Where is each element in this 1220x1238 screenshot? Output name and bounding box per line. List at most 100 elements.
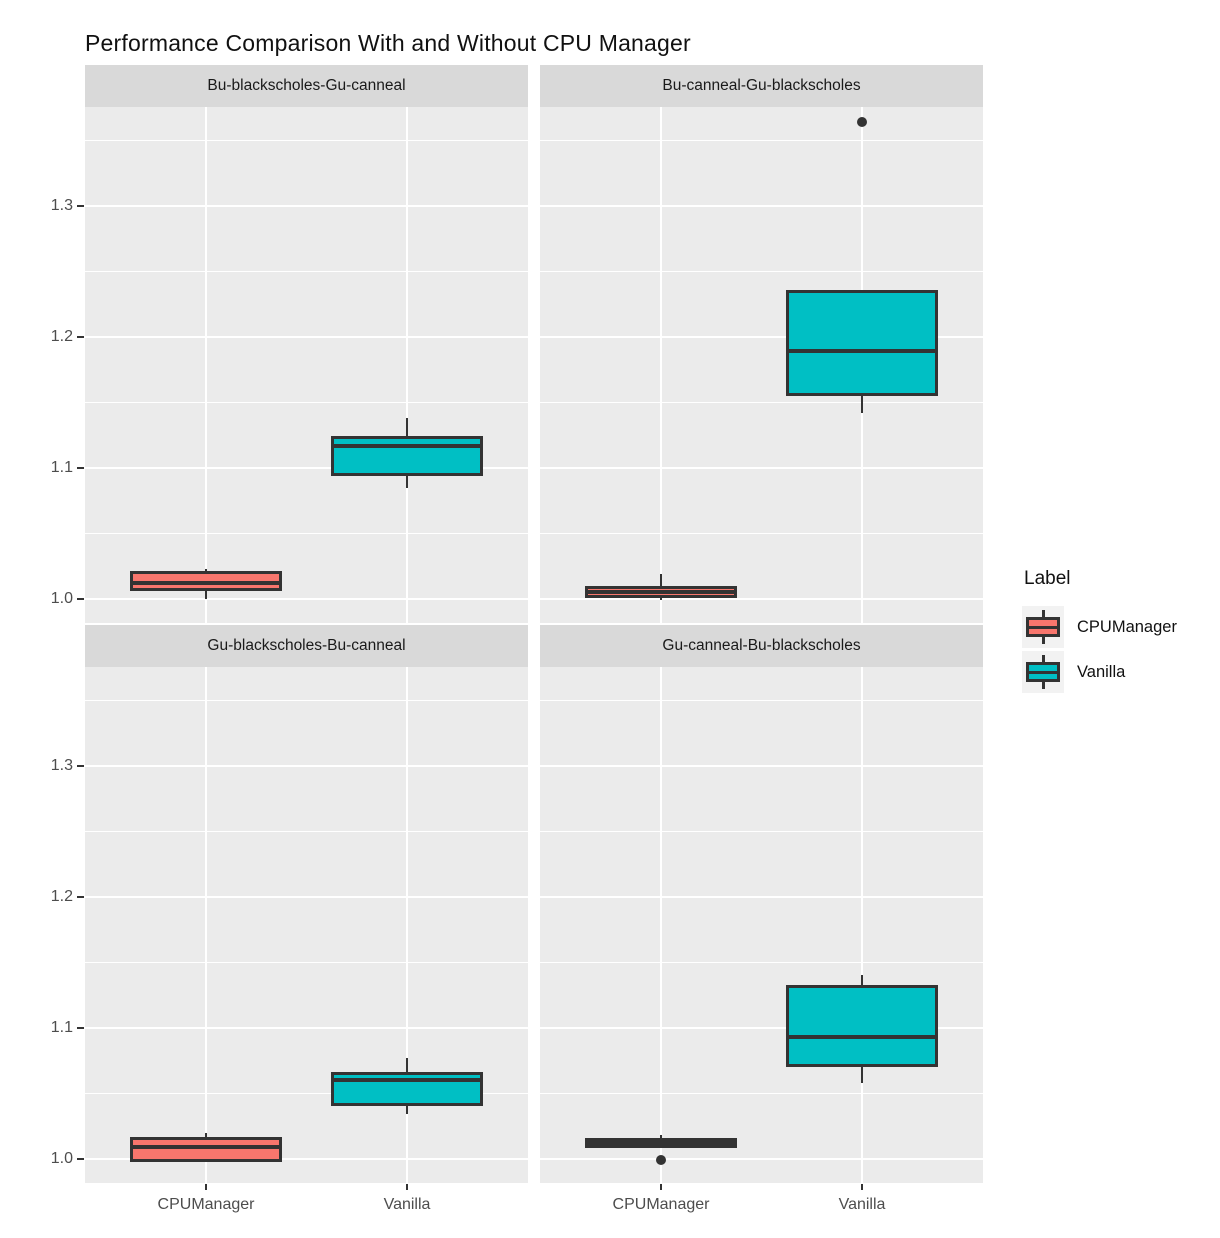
- major-gridline: [85, 895, 528, 898]
- y-axis-tick-label: 1.3: [50, 756, 73, 774]
- boxplot-upper-whisker: [406, 418, 408, 437]
- minor-gridline: [85, 401, 528, 403]
- minor-gridline: [540, 139, 983, 141]
- boxplot-upper-whisker: [406, 1058, 408, 1073]
- major-gridline: [540, 466, 983, 469]
- major-gridline: [540, 204, 983, 207]
- boxplot-lower-whisker: [406, 1106, 408, 1115]
- major-gridline: [540, 764, 983, 767]
- legend-entry: Vanilla: [1022, 651, 1177, 693]
- boxplot-lower-whisker: [861, 395, 863, 413]
- minor-gridline: [540, 401, 983, 403]
- y-axis-tick: [77, 895, 84, 898]
- minor-gridline: [85, 270, 528, 272]
- minor-gridline: [540, 699, 983, 701]
- major-gridline: [85, 466, 528, 469]
- minor-gridline: [540, 270, 983, 272]
- legend-key-vanilla: [1022, 651, 1064, 693]
- major-gridline: [540, 597, 983, 600]
- major-gridline: [85, 1157, 528, 1160]
- legend-entry: CPUManager: [1022, 606, 1177, 648]
- y-axis-tick: [77, 1157, 84, 1160]
- x-axis-tick: [660, 1184, 662, 1190]
- legend-label: CPUManager: [1077, 617, 1177, 636]
- boxplot-lower-whisker: [660, 597, 662, 601]
- category-gridline: [861, 667, 863, 1183]
- y-axis-tick: [77, 1026, 84, 1029]
- boxplot-upper-whisker: [660, 1135, 662, 1138]
- legend-label: Vanilla: [1077, 662, 1126, 681]
- boxplot-median: [786, 349, 938, 354]
- major-gridline: [85, 597, 528, 600]
- facet-panel: [540, 667, 983, 1183]
- x-axis-tick-label: CPUManager: [157, 1196, 255, 1213]
- outlier-point: [857, 117, 867, 128]
- boxplot-median: [786, 1035, 938, 1040]
- category-gridline: [205, 107, 207, 623]
- y-axis-tick: [77, 466, 84, 469]
- legend-key-cpumanager: [1022, 606, 1064, 648]
- boxplot-box: [786, 984, 938, 1068]
- y-axis-tick-label: 1.0: [50, 589, 73, 607]
- y-axis-tick: [77, 764, 84, 767]
- y-axis-tick-label: 1.2: [50, 327, 73, 345]
- facet-panel: [85, 107, 528, 623]
- x-axis-tick: [205, 1184, 207, 1190]
- facet-panel: [85, 667, 528, 1183]
- minor-gridline: [85, 699, 528, 701]
- category-gridline: [406, 107, 408, 623]
- boxplot-upper-whisker: [205, 1132, 207, 1137]
- boxplot-median: [331, 1078, 483, 1083]
- boxplot-median: [130, 581, 282, 586]
- boxplot-median: [585, 1141, 737, 1146]
- category-gridline: [660, 107, 662, 623]
- boxplot-upper-whisker: [861, 975, 863, 985]
- boxplot-lower-whisker: [205, 591, 207, 599]
- minor-gridline: [85, 139, 528, 141]
- boxplot-median: [130, 1145, 282, 1150]
- major-gridline: [85, 1026, 528, 1029]
- x-axis-tick: [861, 1184, 863, 1190]
- minor-gridline: [540, 961, 983, 963]
- legend: Label CPUManager Vanilla: [1022, 568, 1177, 696]
- facet-strip: Bu-blackscholes-Gu-canneal: [85, 65, 528, 107]
- facet-panel: [540, 107, 983, 623]
- y-axis-tick: [77, 335, 84, 338]
- facet-strip: Bu-canneal-Gu-blackscholes: [540, 65, 983, 107]
- boxplot-box: [331, 1072, 483, 1107]
- y-axis-tick: [77, 597, 84, 600]
- y-axis-tick-label: 1.1: [50, 458, 73, 476]
- boxplot-median: [585, 590, 737, 595]
- category-gridline: [406, 667, 408, 1183]
- boxplot-glyph-median: [1026, 671, 1060, 674]
- x-axis-tick-label: Vanilla: [838, 1196, 886, 1213]
- major-gridline: [540, 895, 983, 898]
- boxplot-median: [331, 443, 483, 448]
- major-gridline: [540, 1026, 983, 1029]
- boxplot-upper-whisker: [205, 568, 207, 572]
- category-gridline: [205, 667, 207, 1183]
- major-gridline: [85, 335, 528, 338]
- facet-strip: Gu-canneal-Bu-blackscholes: [540, 625, 983, 667]
- minor-gridline: [85, 532, 528, 534]
- boxplot-upper-whisker: [660, 574, 662, 586]
- y-axis-tick: [77, 204, 84, 207]
- y-axis-tick-label: 1.3: [50, 196, 73, 214]
- boxplot-lower-whisker: [861, 1067, 863, 1083]
- x-axis-tick-label: Vanilla: [383, 1196, 431, 1213]
- minor-gridline: [540, 830, 983, 832]
- y-axis-tick-label: 1.2: [50, 887, 73, 905]
- y-axis-tick-label: 1.1: [50, 1018, 73, 1036]
- facet-strip: Gu-blackscholes-Bu-canneal: [85, 625, 528, 667]
- legend-title: Label: [1024, 568, 1071, 589]
- minor-gridline: [540, 532, 983, 534]
- x-axis-tick-label: CPUManager: [612, 1196, 710, 1213]
- major-gridline: [540, 335, 983, 338]
- boxplot-lower-whisker: [406, 475, 408, 488]
- y-axis-tick-label: 1.0: [50, 1149, 73, 1167]
- plot-title: Performance Comparison With and Without …: [85, 30, 691, 56]
- major-gridline: [85, 204, 528, 207]
- outlier-point: [656, 1155, 666, 1166]
- minor-gridline: [85, 830, 528, 832]
